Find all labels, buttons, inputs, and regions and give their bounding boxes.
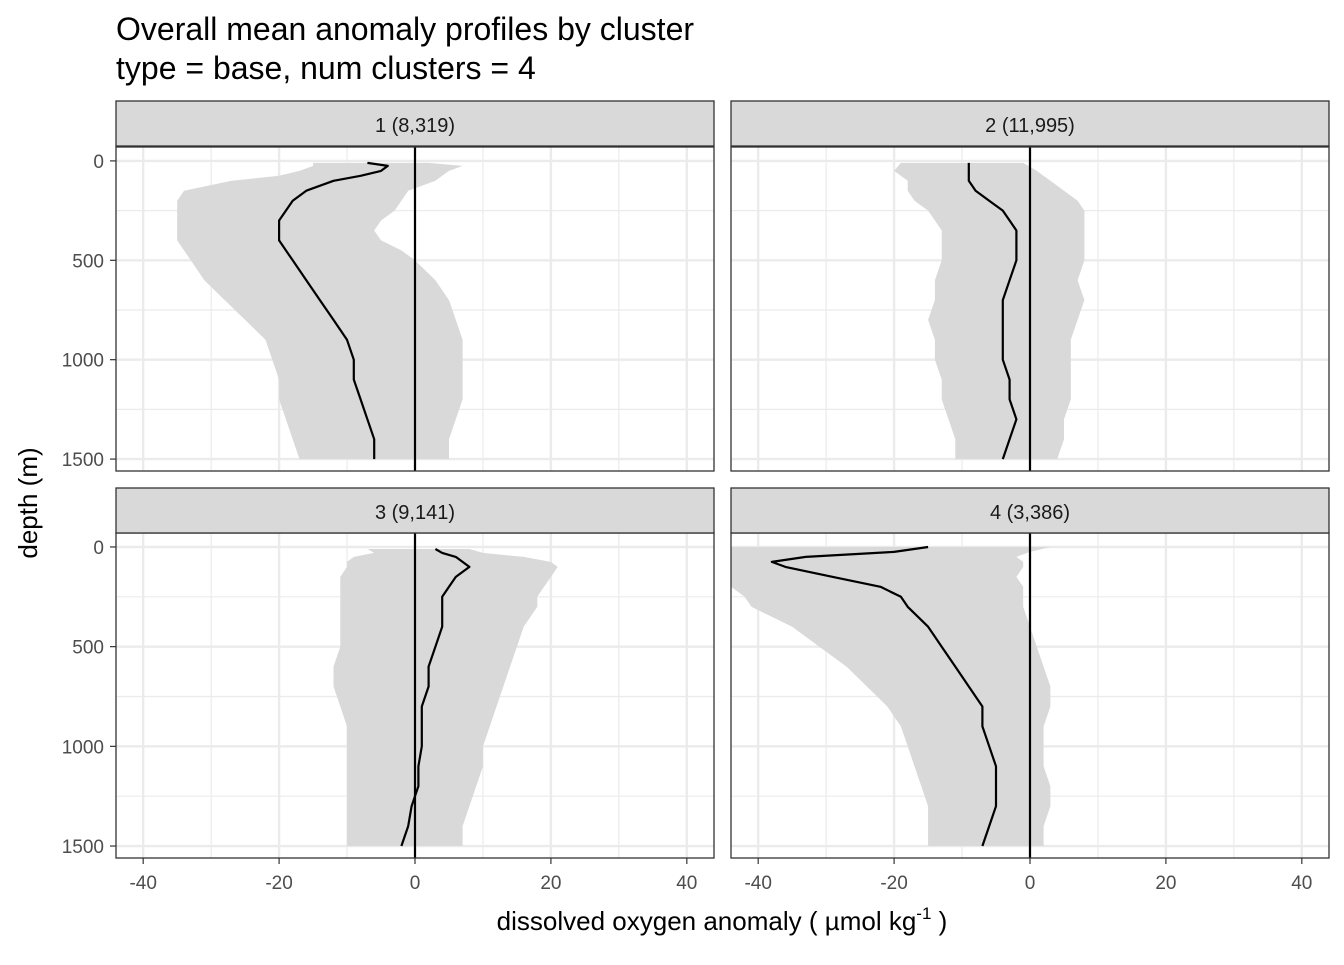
x-tick-label: 40 [1291,873,1312,894]
y-tick-label: 1000 [62,737,104,758]
x-tick-label: 20 [1155,873,1176,894]
anomaly-band [731,547,1051,846]
panel-3: 3 (9,141) 0 500 1000 1500 -40 -20 0 20 40 [62,487,715,894]
panel-border [115,146,715,472]
y-tick-label: 1000 [62,351,104,372]
x-axis-label-superscript: -1 [916,904,931,923]
mean-profile-line [400,548,471,847]
mean-profile-line [278,161,389,460]
facet-strip [115,487,715,534]
chart-title: Overall mean anomaly profiles by cluster [116,11,694,47]
y-axis-label: depth (m) [13,447,43,558]
mean-profile-line [967,162,1018,460]
panel-plot-area [731,533,1051,858]
panel-border [730,146,1330,472]
facet-strip-label: 3 (9,141) [375,502,455,524]
panel-plot-area [177,147,463,471]
panels-layer: 1 (8,319) 0 500 1000 1500 2 (11,995) 3 (9,141)… [62,100,1330,894]
x-tick-label: 0 [410,873,421,894]
panel-plot-area [894,147,1085,471]
panel-2: 2 (11,995) [730,100,1330,472]
panel-1: 1 (8,319) 0 500 1000 1500 [62,100,715,472]
x-axis-label: dissolved oxygen anomaly ( µmol kg-1 ) [497,904,948,936]
y-tick-label: 500 [72,638,104,659]
y-tick-label: 0 [93,152,104,173]
anomaly-band [894,162,1085,460]
y-tick-label: 500 [72,251,104,272]
x-tick-label: 20 [540,873,561,894]
x-tick-label: 40 [676,873,697,894]
x-axis-label-main: dissolved oxygen anomaly ( µmol kg [497,906,917,936]
panel-plot-area [333,533,558,858]
x-tick-label: -20 [265,873,292,894]
x-tick-label: -20 [880,873,907,894]
x-tick-label: -40 [129,873,156,894]
panel-4: 4 (3,386) -40 -20 0 20 40 [730,487,1330,894]
facet-strip [730,100,1330,147]
x-tick-label: 0 [1025,873,1036,894]
facet-strip-label: 2 (11,995) [985,115,1075,137]
y-tick-label: 0 [93,538,104,559]
mean-profile-line [770,545,998,847]
x-tick-label: -40 [744,873,771,894]
facet-strip-label: 4 (3,386) [990,502,1070,524]
anomaly-band [333,549,558,846]
y-tick-label: 1500 [62,837,104,858]
anomaly-band [177,162,463,460]
facet-strip [115,100,715,147]
x-axis-label-suffix: ) [931,906,947,936]
y-tick-label: 1500 [62,450,104,471]
chart-subtitle: type = base, num clusters = 4 [116,50,536,86]
facet-strip-label: 1 (8,319) [375,115,455,137]
facet-strip [730,487,1330,534]
